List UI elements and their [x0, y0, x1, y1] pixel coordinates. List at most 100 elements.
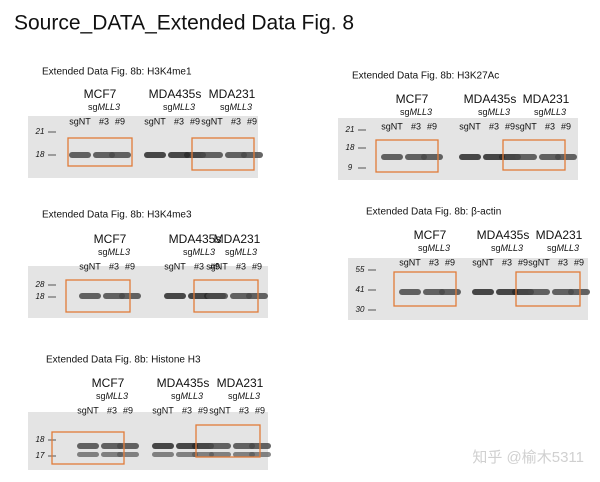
marker-label: 9	[348, 163, 353, 172]
sg-label: sgMLL3	[478, 107, 510, 117]
band	[555, 154, 577, 160]
sg-label: sgMLL3	[225, 247, 257, 257]
panel-caption: Extended Data Fig. 8b: β-actin	[366, 207, 501, 218]
sg-gene: MLL3	[235, 247, 258, 257]
lane-label: #3	[545, 121, 555, 131]
lane-label: sgNT	[209, 405, 231, 415]
marker-label: 41	[356, 285, 365, 294]
band	[144, 152, 166, 158]
marker-label: 21	[345, 125, 355, 134]
sg-prefix: sg	[534, 107, 544, 117]
watermark: 知乎 @榆木5311	[472, 449, 584, 466]
lane-label: #9	[198, 405, 208, 415]
band	[109, 152, 131, 158]
lane-label: #9	[427, 121, 437, 131]
blot-image	[28, 412, 268, 470]
panel-caption: Extended Data Fig. 8b: H3K27Ac	[352, 71, 499, 82]
sg-label: sgMLL3	[171, 391, 203, 401]
lane-label: #3	[239, 405, 249, 415]
sg-gene: MLL3	[98, 102, 121, 112]
highlight-box	[65, 279, 131, 313]
sg-prefix: sg	[88, 102, 98, 112]
band	[201, 152, 223, 158]
cell-line-label: MDA231	[209, 87, 256, 101]
lane-label: #3	[411, 121, 421, 131]
sg-prefix: sg	[163, 102, 173, 112]
band	[246, 293, 268, 299]
sg-gene: MLL3	[181, 391, 204, 401]
cell-line-label: MDA231	[536, 228, 583, 242]
band	[209, 452, 231, 457]
band	[192, 443, 214, 449]
lane-label: sgNT	[472, 257, 494, 267]
sg-prefix: sg	[98, 247, 108, 257]
band	[164, 293, 186, 299]
sg-prefix: sg	[225, 247, 235, 257]
page-title: Source_DATA_Extended Data Fig. 8	[14, 12, 354, 35]
sg-prefix: sg	[418, 243, 428, 253]
cell-line-label: MDA231	[214, 232, 261, 246]
lane-label: #9	[125, 261, 135, 271]
lane-label: sgNT	[528, 257, 550, 267]
band	[206, 293, 228, 299]
sg-gene: MLL3	[428, 243, 451, 253]
sg-label: sgMLL3	[400, 107, 432, 117]
sg-gene: MLL3	[544, 107, 567, 117]
band	[117, 443, 139, 449]
cell-line-label: MDA231	[523, 92, 570, 106]
lane-label: #3	[174, 116, 184, 126]
band	[241, 152, 263, 158]
cell-line-label: MDA231	[217, 376, 264, 390]
sg-gene: MLL3	[410, 107, 433, 117]
sg-label: sgMLL3	[547, 243, 579, 253]
cell-line-label: MCF7	[84, 87, 117, 101]
lane-label: sgNT	[515, 121, 537, 131]
band	[77, 443, 99, 449]
band	[439, 289, 461, 295]
cell-line-label: MCF7	[94, 232, 127, 246]
sg-label: sgMLL3	[418, 243, 450, 253]
sg-gene: MLL3	[230, 102, 253, 112]
band	[152, 452, 174, 457]
sg-label: sgMLL3	[183, 247, 215, 257]
marker-label: 30	[356, 305, 365, 314]
sg-label: sgMLL3	[228, 391, 260, 401]
panel-caption: Extended Data Fig. 8b: H3K4me3	[42, 210, 192, 221]
cell-line-label: MCF7	[414, 228, 447, 242]
cell-line-label: MDA435s	[157, 376, 210, 390]
lane-label: sgNT	[164, 261, 186, 271]
sg-gene: MLL3	[106, 391, 129, 401]
cell-line-label: MDA435s	[464, 92, 517, 106]
band	[472, 289, 494, 295]
lane-label: #9	[505, 121, 515, 131]
lane-label: #9	[445, 257, 455, 267]
lane-label: #9	[190, 116, 200, 126]
marker-label: 18	[36, 435, 45, 444]
lane-label: #3	[429, 257, 439, 267]
cell-line-label: MCF7	[396, 92, 429, 106]
lane-label: sgNT	[201, 116, 223, 126]
sg-gene: MLL3	[108, 247, 131, 257]
blot-image	[28, 266, 268, 318]
marker-label: 18	[36, 292, 45, 301]
panel-caption: Extended Data Fig. 8b: Histone H3	[46, 355, 201, 366]
lane-label: #9	[561, 121, 571, 131]
lane-label: #9	[115, 116, 125, 126]
marker-label: 21	[35, 127, 45, 136]
sg-prefix: sg	[400, 107, 410, 117]
lane-label: sgNT	[152, 405, 174, 415]
marker-label: 17	[36, 451, 45, 460]
highlight-box	[515, 271, 581, 307]
lane-label: sgNT	[79, 261, 101, 271]
lane-label: #3	[109, 261, 119, 271]
sg-gene: MLL3	[193, 247, 216, 257]
highlight-box	[191, 137, 255, 171]
band	[69, 152, 91, 158]
lane-label: #3	[231, 116, 241, 126]
lane-label: #9	[210, 261, 220, 271]
lane-label: #3	[99, 116, 109, 126]
sg-prefix: sg	[478, 107, 488, 117]
band	[192, 452, 214, 457]
